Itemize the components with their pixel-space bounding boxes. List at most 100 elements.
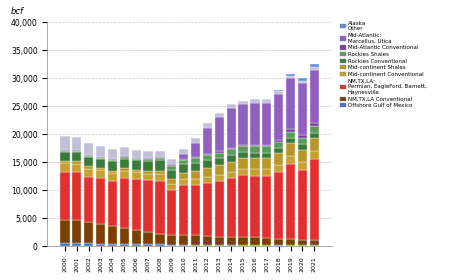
Bar bbox=[250, 158, 260, 169]
Bar bbox=[108, 159, 117, 160]
Bar bbox=[191, 171, 200, 179]
Bar bbox=[191, 179, 200, 185]
Bar bbox=[132, 170, 141, 172]
Bar bbox=[60, 161, 70, 163]
Bar bbox=[310, 245, 319, 246]
Bar bbox=[96, 157, 105, 158]
Bar bbox=[60, 243, 70, 246]
Bar bbox=[203, 160, 212, 168]
Bar bbox=[262, 245, 272, 246]
Bar bbox=[227, 104, 236, 108]
Bar bbox=[286, 78, 295, 129]
Bar bbox=[132, 244, 141, 246]
Bar bbox=[179, 149, 188, 154]
Bar bbox=[167, 190, 176, 235]
Bar bbox=[167, 245, 176, 246]
Bar bbox=[298, 144, 307, 150]
Bar bbox=[238, 169, 247, 175]
Bar bbox=[203, 245, 212, 246]
Bar bbox=[132, 230, 141, 244]
Legend: Alaska
Other, Mid-Atlantic:
Marcellus, Utica, Mid-Atlantic Conventional, Rockies: Alaska Other, Mid-Atlantic: Marcellus, U… bbox=[340, 21, 427, 108]
Bar bbox=[250, 146, 260, 153]
Bar bbox=[310, 159, 319, 240]
Bar bbox=[298, 170, 307, 240]
Bar bbox=[72, 150, 82, 151]
Bar bbox=[132, 150, 141, 158]
Bar bbox=[60, 136, 70, 150]
Bar bbox=[72, 151, 82, 152]
Bar bbox=[250, 169, 260, 176]
Bar bbox=[274, 239, 283, 245]
Bar bbox=[179, 173, 188, 179]
Bar bbox=[286, 245, 295, 246]
Bar bbox=[96, 170, 105, 178]
Bar bbox=[191, 143, 200, 157]
Bar bbox=[96, 224, 105, 244]
Bar bbox=[179, 235, 188, 245]
Bar bbox=[274, 148, 283, 153]
Bar bbox=[179, 245, 188, 246]
Bar bbox=[84, 169, 93, 177]
Bar bbox=[215, 153, 224, 158]
Bar bbox=[227, 162, 236, 172]
Bar bbox=[144, 158, 153, 159]
Bar bbox=[179, 160, 188, 164]
Bar bbox=[286, 129, 295, 132]
Bar bbox=[227, 245, 236, 246]
Bar bbox=[179, 164, 188, 173]
Bar bbox=[60, 152, 70, 161]
Bar bbox=[144, 151, 153, 158]
Bar bbox=[155, 158, 164, 160]
Bar bbox=[60, 172, 70, 220]
Bar bbox=[96, 158, 105, 159]
Bar bbox=[155, 157, 164, 158]
Bar bbox=[274, 172, 283, 239]
Bar bbox=[262, 238, 272, 245]
Bar bbox=[274, 153, 283, 165]
Bar bbox=[60, 220, 70, 243]
Bar bbox=[155, 160, 164, 171]
Bar bbox=[191, 235, 200, 245]
Bar bbox=[215, 151, 224, 153]
Bar bbox=[179, 185, 188, 235]
Bar bbox=[250, 103, 260, 145]
Bar bbox=[262, 146, 272, 153]
Bar bbox=[310, 70, 319, 123]
Bar bbox=[274, 142, 283, 148]
Bar bbox=[72, 152, 82, 161]
Bar bbox=[227, 148, 236, 149]
Bar bbox=[144, 159, 153, 161]
Bar bbox=[310, 64, 319, 67]
Bar bbox=[84, 166, 93, 169]
Bar bbox=[274, 245, 283, 246]
Bar bbox=[274, 94, 283, 140]
Bar bbox=[96, 168, 105, 170]
Bar bbox=[310, 138, 319, 151]
Bar bbox=[144, 180, 153, 232]
Bar bbox=[250, 145, 260, 146]
Bar bbox=[238, 104, 247, 145]
Bar bbox=[250, 245, 260, 246]
Bar bbox=[310, 133, 319, 138]
Bar bbox=[132, 172, 141, 179]
Bar bbox=[250, 237, 260, 245]
Bar bbox=[262, 158, 272, 169]
Bar bbox=[167, 179, 176, 184]
Bar bbox=[250, 99, 260, 103]
Bar bbox=[203, 168, 212, 177]
Bar bbox=[298, 245, 307, 246]
Bar bbox=[286, 143, 295, 156]
Bar bbox=[84, 157, 93, 166]
Bar bbox=[262, 176, 272, 238]
Bar bbox=[155, 234, 164, 244]
Bar bbox=[215, 175, 224, 181]
Bar bbox=[144, 244, 153, 246]
Bar bbox=[72, 164, 82, 172]
Bar bbox=[132, 159, 141, 160]
Bar bbox=[60, 151, 70, 152]
Bar bbox=[132, 160, 141, 170]
Bar bbox=[286, 138, 295, 143]
Bar bbox=[84, 155, 93, 156]
Bar bbox=[167, 159, 176, 164]
Bar bbox=[84, 143, 93, 155]
